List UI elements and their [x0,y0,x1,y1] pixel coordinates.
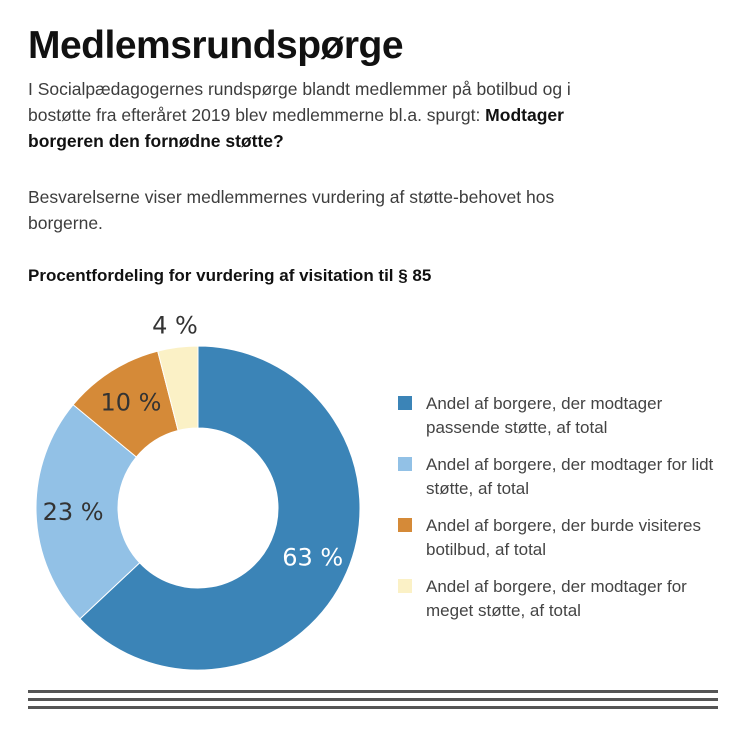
legend-item-2: Andel af borgere, der burde visiteres bo… [398,514,738,562]
slice-label-2: 10 % [101,388,162,416]
results-paragraph: Besvarelserne viser medlemmernes vurderi… [28,187,555,233]
legend-label-0: Andel af borgere, der modtager passende … [426,394,663,437]
divider-rule-3 [28,706,718,709]
page-title: Medlemsrundspørge [28,24,404,67]
chart-subtitle: Procentfordeling for vurdering af visita… [28,266,432,285]
legend-swatch-3 [398,579,412,593]
intro-paragraph: I Socialpædagogernes rundspørge blandt m… [28,76,608,154]
legend-label-3: Andel af borgere, der modtager for meget… [426,577,687,620]
chart-legend: Andel af borgere, der modtager passende … [398,392,738,636]
legend-label-1: Andel af borgere, der modtager for lidt … [426,455,714,498]
legend-item-1: Andel af borgere, der modtager for lidt … [398,453,738,501]
legend-swatch-0 [398,396,412,410]
donut-slice-0 [79,345,361,671]
legend-label-2: Andel af borgere, der burde visiteres bo… [426,516,701,559]
slice-label-3: 4 % [152,311,198,339]
divider-rule-2 [28,698,718,701]
slice-label-0: 63 % [282,544,343,572]
legend-item-3: Andel af borgere, der modtager for meget… [398,575,738,623]
legend-swatch-1 [398,457,412,471]
donut-chart: 63 % 23 % 10 % 4 % [35,311,361,671]
divider-rule-1 [28,690,718,693]
slice-label-1: 23 % [43,498,104,526]
survey-question: Modtager borgeren den fornødne støtte? [28,105,564,151]
legend-item-0: Andel af borgere, der modtager passende … [398,392,738,440]
donut-slice-3 [157,345,199,432]
donut-slice-1 [35,404,141,620]
intro-text: I Socialpædagogernes rundspørge blandt m… [28,79,571,125]
legend-swatch-2 [398,518,412,532]
